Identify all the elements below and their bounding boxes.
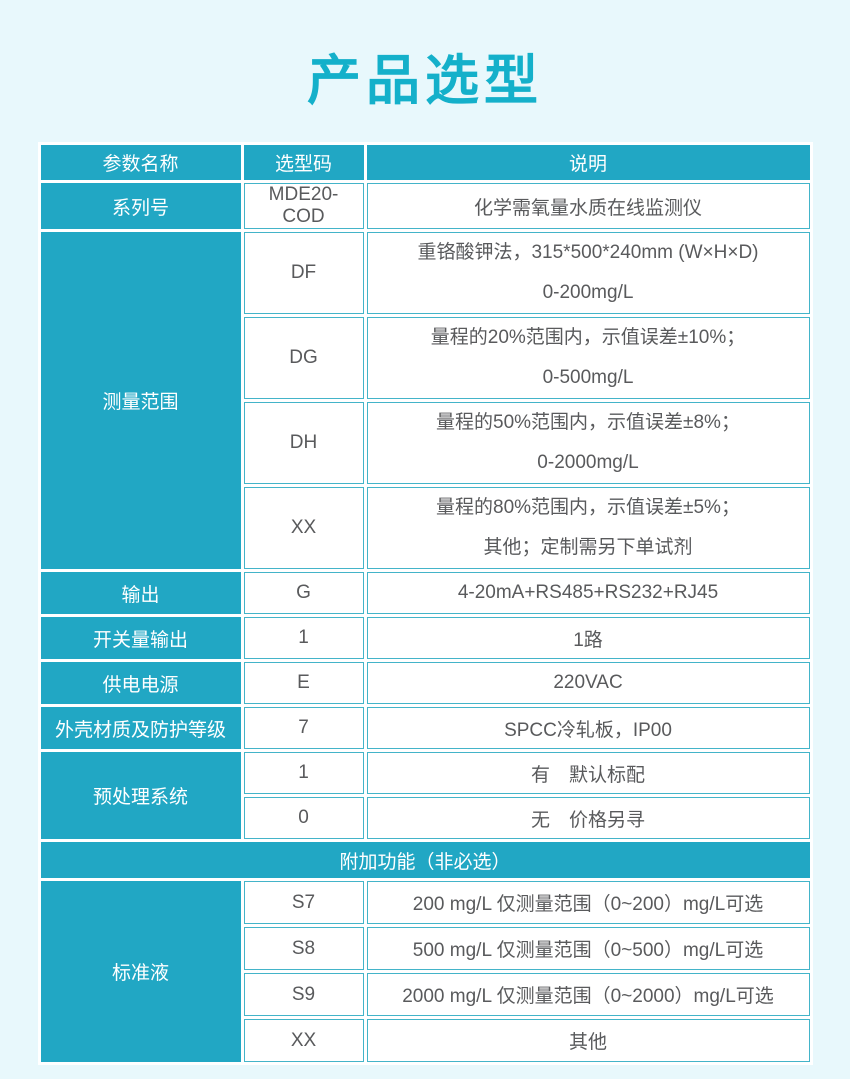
desc-cell: 220VAC: [366, 662, 810, 704]
param-standard-solution: 标准液: [40, 881, 241, 1062]
desc-line: 重铬酸钾法，315*500*240mm (W×H×D): [417, 242, 759, 263]
desc-line: 量程的20%范围内，示值误差±10%；: [430, 327, 746, 348]
table-row: 标准液 S7 200 mg/L 仅测量范围（0~200）mg/L可选: [40, 881, 810, 1062]
table-row: 外壳材质及防护等级 7 SPCC冷轧板，IP00: [40, 707, 810, 749]
code-cell: E: [243, 662, 364, 704]
desc-cell: 量程的20%范围内，示值误差±10%； 0-500mg/L: [366, 317, 810, 399]
desc-line: 0-200mg/L: [542, 282, 634, 303]
section-row: 附加功能（非必选）: [40, 842, 810, 878]
table-row: 输出 G 4-20mA+RS485+RS232+RJ45: [40, 572, 810, 614]
param-output: 输出: [40, 572, 241, 614]
code-cell: G: [243, 572, 364, 614]
param-series: 系列号: [40, 183, 241, 229]
desc-cell: 其他: [366, 1019, 810, 1062]
table-row: DG 量程的20%范围内，示值误差±10%； 0-500mg/L: [41, 317, 810, 399]
desc-line: 0-500mg/L: [542, 367, 634, 388]
desc-cell: 重铬酸钾法，315*500*240mm (W×H×D) 0-200mg/L: [366, 232, 810, 314]
product-selection-table: 参数名称 选型码 说明 系列号 MDE20-COD 化学需氧量水质在线监测仪 测…: [37, 142, 813, 1065]
code-cell: 0: [243, 797, 364, 839]
code-cell: 1: [243, 617, 364, 659]
page-title: 产品选型: [307, 51, 543, 111]
desc-cell: 200 mg/L 仅测量范围（0~200）mg/L可选: [366, 881, 810, 924]
table-row: 系列号 MDE20-COD 化学需氧量水质在线监测仪: [40, 183, 810, 229]
param-measure-range: 测量范围: [40, 232, 241, 569]
table-row: DH 量程的50%范围内，示值误差±8%； 0-2000mg/L: [41, 402, 810, 484]
header-param-name: 参数名称: [40, 145, 241, 180]
desc-line: 量程的80%范围内，示值误差±5%；: [436, 497, 740, 518]
param-pretreatment: 预处理系统: [40, 752, 241, 839]
code-cell: MDE20-COD: [243, 183, 364, 229]
table-row: S8 500 mg/L 仅测量范围（0~500）mg/L可选: [41, 927, 810, 970]
section-title: 附加功能（非必选）: [40, 842, 810, 878]
table-row: 开关量输出 1 1路: [40, 617, 810, 659]
table-row: 测量范围 DF 重铬酸钾法，315*500*240mm (W×H×D) 0-20…: [40, 232, 810, 569]
code-cell: XX: [243, 1019, 364, 1062]
code-cell: XX: [243, 487, 364, 569]
table-row: S9 2000 mg/L 仅测量范围（0~2000）mg/L可选: [41, 973, 810, 1016]
desc-cell: 量程的80%范围内，示值误差±5%； 其他；定制需另下单试剂: [366, 487, 810, 569]
desc-line: 0-2000mg/L: [537, 452, 639, 473]
table-row: XX 量程的80%范围内，示值误差±5%； 其他；定制需另下单试剂: [41, 487, 810, 569]
code-cell: DF: [243, 232, 364, 314]
desc-cell: 1路: [366, 617, 810, 659]
table-row: 0 无 价格另寻: [41, 797, 810, 839]
code-cell: DH: [243, 402, 364, 484]
desc-cell: 化学需氧量水质在线监测仪: [366, 183, 810, 229]
code-cell: 7: [243, 707, 364, 749]
desc-cell: 量程的50%范围内，示值误差±8%； 0-2000mg/L: [366, 402, 810, 484]
desc-cell: 500 mg/L 仅测量范围（0~500）mg/L可选: [366, 927, 810, 970]
desc-line: 量程的50%范围内，示值误差±8%；: [436, 412, 740, 433]
code-cell: S9: [243, 973, 364, 1016]
code-cell: S7: [243, 881, 364, 924]
code-cell: S8: [243, 927, 364, 970]
param-power-supply: 供电电源: [40, 662, 241, 704]
code-cell: DG: [243, 317, 364, 399]
table-row: 供电电源 E 220VAC: [40, 662, 810, 704]
desc-cell: 无 价格另寻: [366, 797, 810, 839]
desc-line: 其他；定制需另下单试剂: [483, 537, 693, 558]
header-selection-code: 选型码: [243, 145, 364, 180]
table-header-row: 参数名称 选型码 说明: [40, 145, 810, 180]
param-switch-output: 开关量输出: [40, 617, 241, 659]
table-row: XX 其他: [41, 1019, 810, 1062]
table-row: 预处理系统 1 有 默认标配: [40, 752, 810, 839]
header-description: 说明: [366, 145, 810, 180]
desc-cell: 4-20mA+RS485+RS232+RJ45: [366, 572, 810, 614]
param-enclosure: 外壳材质及防护等级: [40, 707, 241, 749]
desc-cell: 有 默认标配: [366, 752, 810, 794]
desc-cell: SPCC冷轧板，IP00: [366, 707, 810, 749]
desc-cell: 2000 mg/L 仅测量范围（0~2000）mg/L可选: [366, 973, 810, 1016]
code-cell: 1: [243, 752, 364, 794]
